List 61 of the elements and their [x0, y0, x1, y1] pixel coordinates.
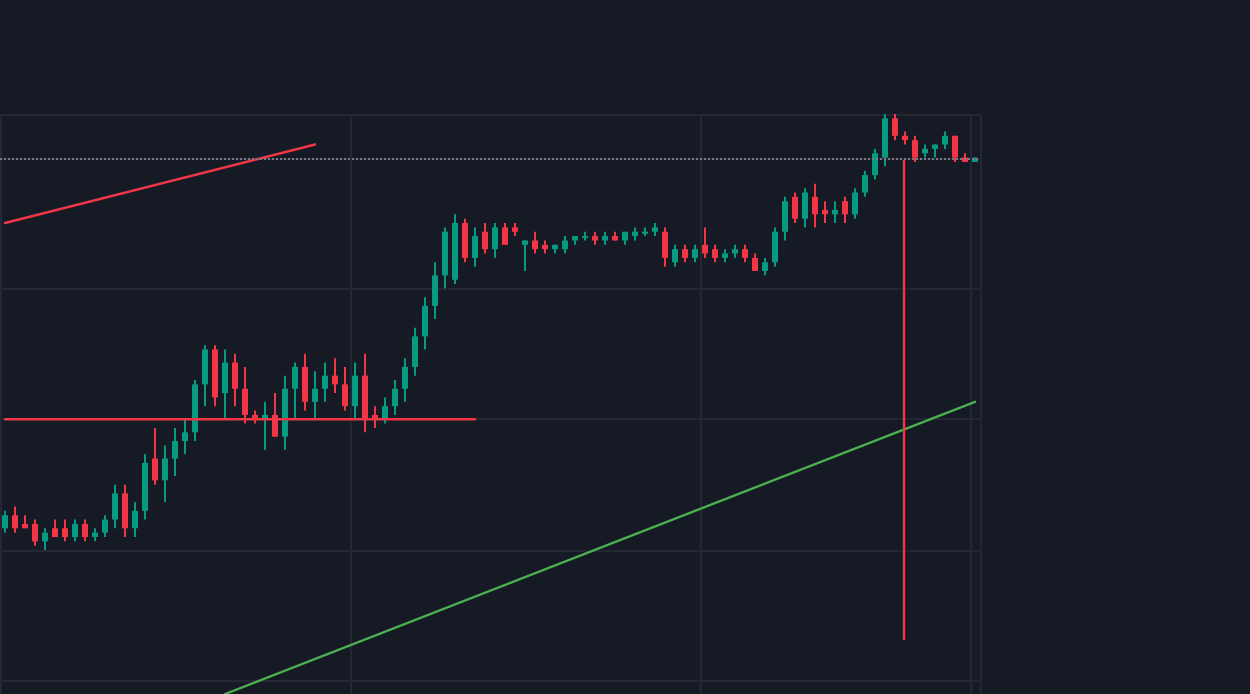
- candlestick: [872, 147, 878, 181]
- candlestick: [862, 169, 868, 198]
- candlestick: [842, 195, 848, 225]
- candlestick: [792, 191, 798, 225]
- candlestick: [142, 453, 148, 521]
- candlestick: [852, 187, 858, 220]
- candlestick: [32, 518, 38, 547]
- candlestick: [152, 426, 158, 486]
- candlestick: [912, 134, 918, 163]
- candlestick: [352, 361, 358, 421]
- candlestick: [402, 357, 408, 403]
- candlestick: [482, 222, 488, 255]
- candlestick: [812, 182, 818, 229]
- candlestick: [392, 379, 398, 416]
- candlestick: [422, 296, 428, 351]
- candlestick: [342, 365, 348, 412]
- candlestick: [322, 361, 328, 403]
- candlestick: [782, 195, 788, 242]
- candlestick: [62, 518, 68, 543]
- candlestick: [802, 187, 808, 229]
- candlestick: [532, 230, 538, 255]
- candlestick: [672, 243, 678, 268]
- candlestick: [202, 344, 208, 408]
- candlestick: [332, 357, 338, 395]
- candlestick: [112, 483, 118, 530]
- candlestick: [472, 226, 478, 268]
- candlestick: [772, 226, 778, 268]
- candlestick: [662, 226, 668, 268]
- candlestick: [832, 200, 838, 225]
- candlestick: [212, 344, 218, 408]
- candlestick: [162, 444, 168, 504]
- candlestick: [302, 352, 308, 412]
- candlestick: [462, 217, 468, 264]
- candlestick: [882, 113, 888, 168]
- candlestick: [702, 226, 708, 259]
- candlestick: [42, 527, 48, 552]
- candlestick: [822, 200, 828, 225]
- candlestick: [192, 379, 198, 443]
- candlestick: [382, 396, 388, 425]
- candlestick: [412, 326, 418, 377]
- candlestick: [182, 418, 188, 456]
- candlestick: [132, 501, 138, 539]
- candlestick: [442, 226, 448, 290]
- candlestick: [292, 361, 298, 421]
- candlestick: [282, 374, 288, 451]
- candlestick: [222, 348, 228, 421]
- candlestick: [952, 134, 958, 163]
- candlestick: [72, 518, 78, 543]
- candlestick: [312, 370, 318, 421]
- candlestick: [122, 483, 128, 539]
- candlestick: [12, 505, 18, 534]
- candlestick: [492, 222, 498, 259]
- candlestick: [102, 514, 108, 539]
- candlestick: [522, 239, 528, 272]
- candlestick: [232, 352, 238, 408]
- candlestick: [2, 509, 8, 534]
- candlestick: [892, 113, 898, 142]
- candlestick: [432, 261, 438, 320]
- candlestick: [172, 426, 178, 477]
- candlestick: [502, 222, 508, 246]
- candlestick: [82, 518, 88, 543]
